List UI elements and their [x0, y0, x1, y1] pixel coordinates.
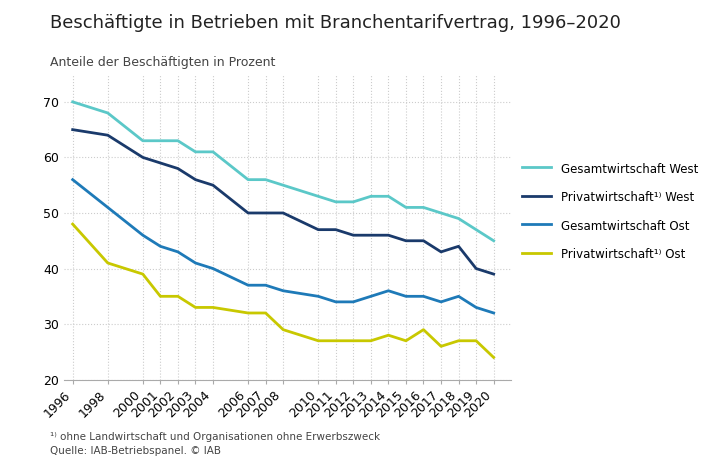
Privatwirtschaft¹⁾ West — [244, 210, 252, 216]
Gesamtwirtschaft West — [454, 216, 463, 221]
Privatwirtschaft¹⁾ Ost — [279, 327, 288, 332]
Privatwirtschaft¹⁾ West — [454, 244, 463, 249]
Privatwirtschaft¹⁾ West — [68, 127, 77, 132]
Gesamtwirtschaft West — [402, 205, 410, 210]
Gesamtwirtschaft West — [332, 199, 340, 205]
Privatwirtschaft¹⁾ West — [156, 160, 165, 166]
Gesamtwirtschaft Ost — [489, 310, 498, 316]
Gesamtwirtschaft West — [366, 194, 375, 199]
Gesamtwirtschaft West — [349, 199, 358, 205]
Privatwirtschaft¹⁾ Ost — [472, 338, 481, 344]
Privatwirtschaft¹⁾ West — [138, 155, 147, 160]
Gesamtwirtschaft Ost — [437, 299, 445, 305]
Gesamtwirtschaft Ost — [472, 305, 481, 310]
Privatwirtschaft¹⁾ Ost — [209, 305, 217, 310]
Gesamtwirtschaft West — [472, 227, 481, 232]
Gesamtwirtschaft West — [138, 138, 147, 144]
Privatwirtschaft¹⁾ Ost — [489, 355, 498, 360]
Privatwirtschaft¹⁾ Ost — [156, 294, 165, 299]
Privatwirtschaft¹⁾ Ost — [349, 338, 358, 344]
Gesamtwirtschaft Ost — [314, 294, 322, 299]
Privatwirtschaft¹⁾ Ost — [437, 344, 445, 349]
Gesamtwirtschaft Ost — [174, 249, 182, 255]
Gesamtwirtschaft West — [156, 138, 165, 144]
Privatwirtschaft¹⁾ West — [472, 266, 481, 271]
Text: Quelle: IAB-Betriebspanel. © IAB: Quelle: IAB-Betriebspanel. © IAB — [50, 446, 221, 456]
Privatwirtschaft¹⁾ Ost — [191, 305, 200, 310]
Privatwirtschaft¹⁾ West — [489, 271, 498, 277]
Gesamtwirtschaft Ost — [402, 294, 410, 299]
Gesamtwirtschaft West — [209, 149, 217, 155]
Privatwirtschaft¹⁾ West — [261, 210, 270, 216]
Gesamtwirtschaft Ost — [191, 260, 200, 266]
Gesamtwirtschaft West — [279, 182, 288, 188]
Privatwirtschaft¹⁾ West — [174, 166, 182, 171]
Privatwirtschaft¹⁾ Ost — [384, 332, 393, 338]
Gesamtwirtschaft Ost — [419, 294, 427, 299]
Privatwirtschaft¹⁾ West — [419, 238, 427, 244]
Privatwirtschaft¹⁾ West — [366, 232, 375, 238]
Gesamtwirtschaft Ost — [349, 299, 358, 305]
Gesamtwirtschaft West — [261, 177, 270, 182]
Gesamtwirtschaft Ost — [332, 299, 340, 305]
Line: Gesamtwirtschaft West: Gesamtwirtschaft West — [72, 102, 493, 241]
Privatwirtschaft¹⁾ West — [209, 182, 217, 188]
Gesamtwirtschaft West — [244, 177, 252, 182]
Gesamtwirtschaft West — [174, 138, 182, 144]
Privatwirtschaft¹⁾ West — [314, 227, 322, 232]
Privatwirtschaft¹⁾ Ost — [314, 338, 322, 344]
Privatwirtschaft¹⁾ West — [349, 232, 358, 238]
Privatwirtschaft¹⁾ Ost — [402, 338, 410, 344]
Text: Beschäftigte in Betrieben mit Branchentarifvertrag, 1996–2020: Beschäftigte in Betrieben mit Branchenta… — [50, 14, 621, 32]
Line: Gesamtwirtschaft Ost: Gesamtwirtschaft Ost — [72, 180, 493, 313]
Privatwirtschaft¹⁾ Ost — [174, 294, 182, 299]
Gesamtwirtschaft West — [437, 210, 445, 216]
Gesamtwirtschaft West — [191, 149, 200, 155]
Privatwirtschaft¹⁾ Ost — [332, 338, 340, 344]
Gesamtwirtschaft West — [104, 110, 112, 116]
Gesamtwirtschaft Ost — [138, 232, 147, 238]
Gesamtwirtschaft Ost — [156, 244, 165, 249]
Privatwirtschaft¹⁾ Ost — [261, 310, 270, 316]
Gesamtwirtschaft West — [68, 99, 77, 105]
Privatwirtschaft¹⁾ Ost — [244, 310, 252, 316]
Privatwirtschaft¹⁾ Ost — [366, 338, 375, 344]
Legend: Gesamtwirtschaft West, Privatwirtschaft¹⁾ West, Gesamtwirtschaft Ost, Privatwirt: Gesamtwirtschaft West, Privatwirtschaft¹… — [522, 162, 698, 262]
Privatwirtschaft¹⁾ Ost — [419, 327, 427, 332]
Gesamtwirtschaft Ost — [104, 205, 112, 210]
Privatwirtschaft¹⁾ Ost — [104, 260, 112, 266]
Gesamtwirtschaft West — [314, 194, 322, 199]
Privatwirtschaft¹⁾ West — [332, 227, 340, 232]
Privatwirtschaft¹⁾ West — [279, 210, 288, 216]
Gesamtwirtschaft Ost — [261, 282, 270, 288]
Gesamtwirtschaft Ost — [279, 288, 288, 294]
Gesamtwirtschaft Ost — [209, 266, 217, 271]
Gesamtwirtschaft Ost — [366, 294, 375, 299]
Privatwirtschaft¹⁾ West — [384, 232, 393, 238]
Gesamtwirtschaft Ost — [454, 294, 463, 299]
Privatwirtschaft¹⁾ West — [191, 177, 200, 182]
Line: Privatwirtschaft¹⁾ Ost: Privatwirtschaft¹⁾ Ost — [72, 224, 493, 357]
Gesamtwirtschaft Ost — [244, 282, 252, 288]
Gesamtwirtschaft West — [419, 205, 427, 210]
Gesamtwirtschaft West — [489, 238, 498, 244]
Privatwirtschaft¹⁾ Ost — [68, 221, 77, 227]
Line: Privatwirtschaft¹⁾ West: Privatwirtschaft¹⁾ West — [72, 130, 493, 274]
Privatwirtschaft¹⁾ Ost — [454, 338, 463, 344]
Privatwirtschaft¹⁾ Ost — [138, 271, 147, 277]
Text: Anteile der Beschäftigten in Prozent: Anteile der Beschäftigten in Prozent — [50, 56, 275, 69]
Privatwirtschaft¹⁾ West — [402, 238, 410, 244]
Gesamtwirtschaft West — [384, 194, 393, 199]
Privatwirtschaft¹⁾ West — [104, 132, 112, 138]
Text: ¹⁾ ohne Landwirtschaft und Organisationen ohne Erwerbszweck: ¹⁾ ohne Landwirtschaft und Organisatione… — [50, 432, 380, 442]
Gesamtwirtschaft Ost — [384, 288, 393, 294]
Privatwirtschaft¹⁾ West — [437, 249, 445, 255]
Gesamtwirtschaft Ost — [68, 177, 77, 182]
